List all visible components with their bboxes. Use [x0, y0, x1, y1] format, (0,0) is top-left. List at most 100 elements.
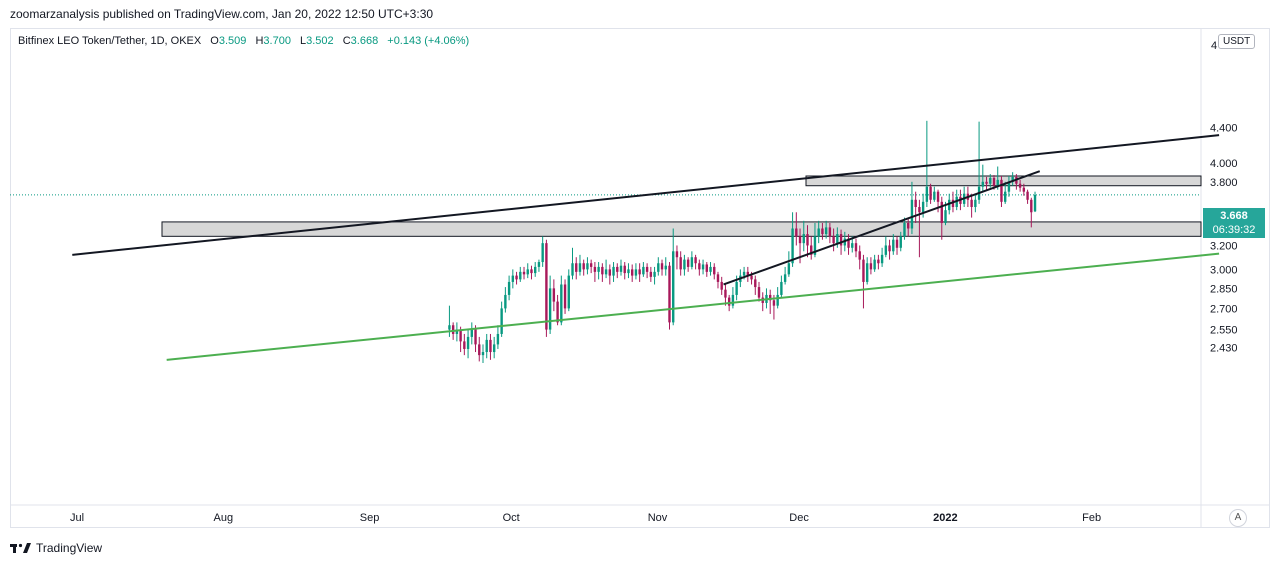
candle-body [903, 223, 906, 237]
candle-body [817, 228, 820, 237]
candle-body [683, 259, 686, 270]
candle-body [914, 199, 917, 208]
candle-body [660, 263, 664, 270]
candle-body [865, 263, 869, 282]
candle-body [1033, 194, 1037, 212]
candle-body [948, 199, 951, 211]
candle-body [907, 223, 910, 229]
candle-body [933, 191, 936, 200]
candle-body [925, 186, 929, 202]
candle-body [586, 263, 589, 270]
candle-body [589, 263, 593, 267]
candle-body [895, 239, 899, 248]
candle-body [597, 266, 600, 272]
candle-body [672, 251, 675, 323]
candle-body [713, 266, 716, 275]
candle-body [862, 259, 865, 282]
candle-body [563, 284, 567, 309]
candle-body [686, 259, 690, 267]
candle-body [709, 266, 712, 272]
support-zone [161, 221, 1202, 237]
candle-body [690, 257, 694, 267]
candle-body [519, 271, 522, 280]
candle-body [813, 236, 817, 255]
tradingview-logo[interactable]: TradingView [10, 541, 102, 555]
resistance-zone [805, 175, 1202, 187]
candle-body [724, 289, 727, 298]
candle-body [716, 274, 720, 282]
candle-body [940, 201, 943, 224]
candle-body [996, 179, 999, 186]
candle-body [698, 263, 701, 270]
candle-body [582, 263, 585, 270]
x-tick-label: Dec [789, 512, 809, 524]
candle-body [757, 287, 761, 298]
candle-body [560, 284, 563, 323]
candle-body [854, 243, 858, 252]
rising-support-line [723, 170, 1041, 286]
candle-body [645, 266, 649, 272]
candle-body [851, 243, 854, 248]
candle-body [783, 274, 787, 282]
y-tick-label: 2.850 [1210, 283, 1238, 295]
candle-body [466, 336, 470, 349]
candle-body [839, 234, 843, 246]
candle-body [1000, 179, 1003, 202]
close-value: 3.668 [350, 35, 379, 47]
candle-body [1011, 176, 1014, 182]
candle-body [985, 181, 988, 184]
candle-body [679, 257, 682, 270]
candle-body [936, 191, 940, 202]
candle-body [459, 329, 462, 342]
candle-body [455, 329, 459, 334]
candle-body [474, 329, 477, 345]
y-tick-label: 4.000 [1210, 158, 1238, 170]
candle-body [616, 266, 619, 272]
candle-body [500, 308, 503, 334]
candle-body [754, 279, 757, 288]
candle-body [448, 325, 451, 330]
close-label: C [342, 35, 351, 47]
candle-body [623, 265, 626, 274]
symbol-legend: Bitfinex LEO Token/Tether, 1D, OKEX O3.5… [18, 35, 475, 47]
candle-body [918, 207, 921, 213]
candle-body [630, 269, 634, 276]
candle-body [657, 263, 660, 272]
candle-body [451, 325, 455, 334]
y-top-label: 4 [1211, 40, 1217, 52]
low-label: L [300, 35, 307, 47]
currency-selector[interactable]: USDT [1218, 34, 1256, 49]
candle-body [798, 236, 802, 244]
candle-body [545, 243, 548, 330]
candle-body [750, 275, 753, 280]
x-tick-label: Jul [70, 512, 84, 524]
chart-frame [10, 28, 1270, 528]
candle-body [619, 265, 623, 272]
candle-body [1003, 191, 1007, 202]
candle-body [548, 288, 552, 330]
auto-scale-button[interactable]: A [1229, 509, 1247, 527]
candle-body [869, 263, 873, 270]
x-tick-label: Oct [503, 512, 520, 524]
candle-body [832, 236, 835, 244]
candle-body [675, 251, 679, 258]
tradingview-logo-icon [10, 543, 31, 553]
candle-body [776, 294, 779, 306]
candle-body [571, 263, 574, 276]
y-tick-label: 4.400 [1210, 122, 1238, 134]
candle-body [511, 275, 515, 282]
candle-body [481, 352, 485, 356]
candle-body [951, 199, 955, 208]
candle-body [768, 294, 772, 301]
candle-body [612, 266, 615, 276]
symbol-name: Bitfinex LEO Token/Tether, 1D, OKEX [18, 35, 202, 47]
candle-body [873, 259, 876, 270]
candle-body [567, 275, 570, 309]
candle-body [504, 294, 507, 309]
candle-body [1022, 187, 1026, 192]
candle-body [746, 271, 750, 276]
candle-body [552, 288, 556, 302]
last-price-value: 3.668 [1220, 210, 1248, 222]
y-tick-label: 3.200 [1210, 240, 1238, 252]
